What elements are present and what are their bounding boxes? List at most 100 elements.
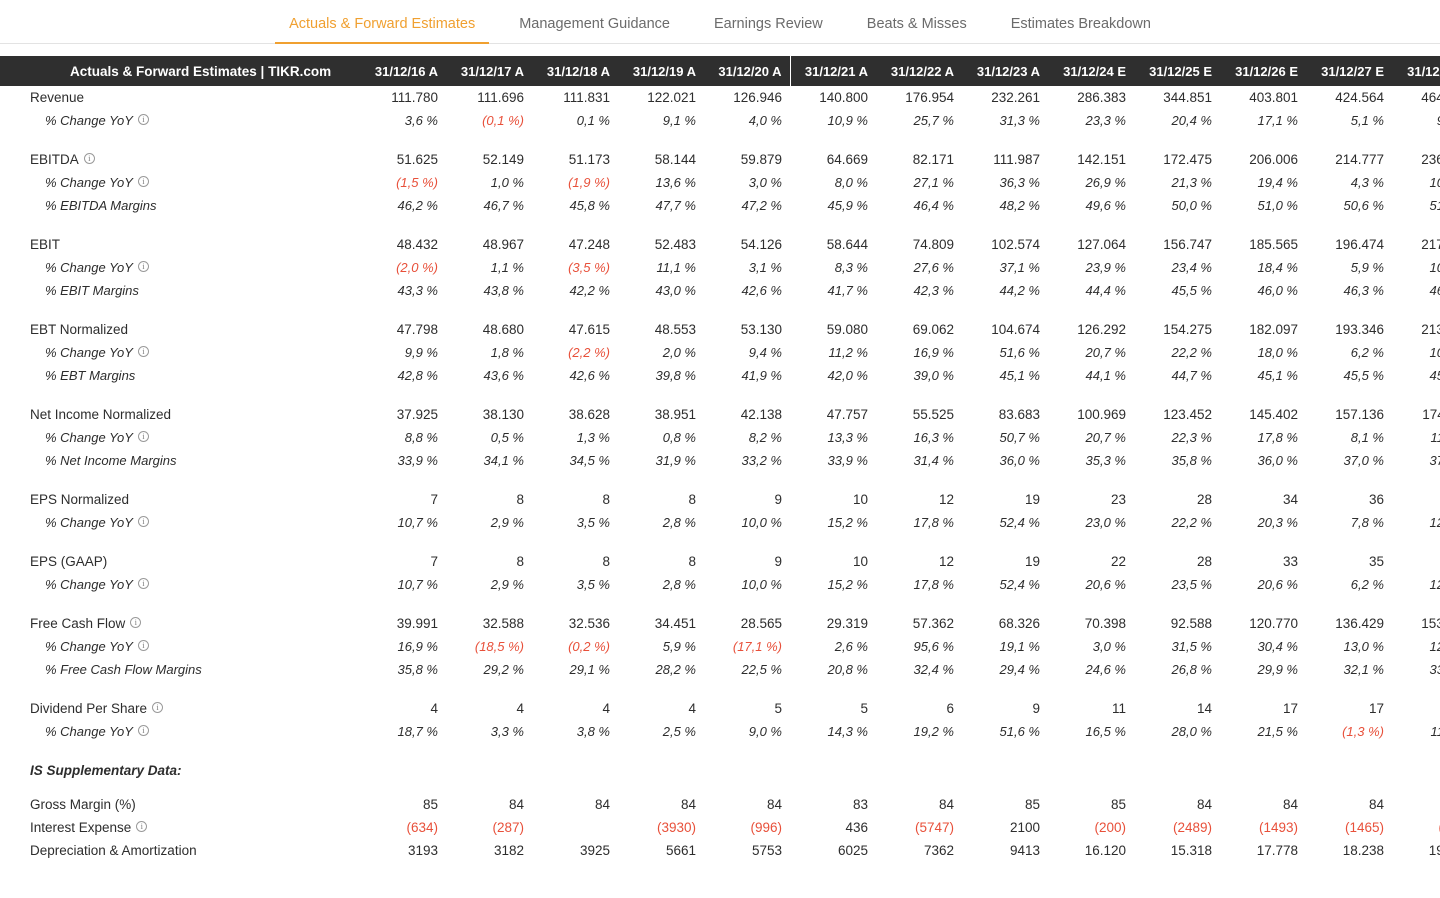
value-cell: 32,1 %: [1343, 662, 1384, 677]
column-header-31-12-27-E[interactable]: 31/12/27 E: [1306, 56, 1392, 86]
tab-actuals-forward-estimates[interactable]: Actuals & Forward Estimates: [267, 16, 497, 44]
row-label[interactable]: % Free Cash Flow Margins: [0, 658, 360, 681]
column-header-31-12-19-A[interactable]: 31/12/19 A: [618, 56, 704, 86]
value-cell: 84: [1282, 797, 1298, 812]
value-cell: 185.565: [1249, 237, 1298, 252]
row-label[interactable]: % Change YoY: [0, 511, 360, 534]
value-cell: 403.801: [1249, 90, 1298, 105]
value-cell: 196.474: [1335, 237, 1384, 252]
value-cell: 18,7 %: [397, 724, 438, 739]
value-cell: 9: [1032, 701, 1040, 716]
value-cell: 36,0 %: [999, 453, 1040, 468]
row-label[interactable]: % Change YoY: [0, 426, 360, 449]
row-label[interactable]: % EBIT Margins: [0, 279, 360, 302]
column-header-31-12-18-A[interactable]: 31/12/18 A: [532, 56, 618, 86]
value-cell: 50,7 %: [999, 430, 1040, 445]
row-label-text: % EBT Margins: [45, 368, 136, 383]
row-label[interactable]: % EBITDA Margins: [0, 194, 360, 217]
info-icon[interactable]: [137, 175, 149, 187]
row-label[interactable]: % Change YoY: [0, 109, 360, 132]
info-icon[interactable]: [136, 820, 148, 832]
value-cell: 42,8 %: [397, 368, 438, 383]
info-icon[interactable]: [137, 724, 149, 736]
value-cell: 17,8 %: [913, 515, 954, 530]
row-label[interactable]: % Change YoY: [0, 573, 360, 596]
value-cell: 50,6 %: [1343, 198, 1384, 213]
info-icon[interactable]: [83, 152, 95, 164]
value-cell: 3,5 %: [576, 577, 610, 592]
row-label[interactable]: Revenue: [0, 86, 360, 109]
column-header-31-12-16-A[interactable]: 31/12/16 A: [360, 56, 446, 86]
row-label[interactable]: Net Income Normalized: [0, 403, 360, 426]
row-label[interactable]: % Change YoY: [0, 720, 360, 743]
value-cell: 23,0 %: [1085, 515, 1126, 530]
row-label[interactable]: EPS (GAAP): [0, 550, 360, 573]
value-cell: 176.954: [905, 90, 954, 105]
column-header-31-12-22-A[interactable]: 31/12/22 A: [876, 56, 962, 86]
info-icon[interactable]: [137, 260, 149, 272]
column-header-31-12-21-A[interactable]: 31/12/21 A: [789, 56, 876, 86]
value-cell: 84: [938, 797, 954, 812]
info-icon[interactable]: [130, 616, 142, 628]
row-label[interactable]: EBIT: [0, 233, 360, 256]
row-label[interactable]: Free Cash Flow: [0, 612, 360, 635]
value-cell: 45,5 %: [1171, 283, 1212, 298]
value-cell: 0,1 %: [576, 113, 610, 128]
tab-estimates-breakdown[interactable]: Estimates Breakdown: [1010, 15, 1151, 32]
row-label[interactable]: Depreciation & Amortization: [0, 839, 360, 862]
value-cell: 2,0 %: [662, 345, 696, 360]
column-header-31-12-23-A[interactable]: 31/12/23 A: [962, 56, 1048, 86]
value-cell: 11: [1111, 701, 1126, 716]
column-header-31-12-20-A[interactable]: 31/12/20 A: [704, 56, 790, 86]
row-label[interactable]: EBITDA: [0, 148, 360, 171]
value-cell: 8,8 %: [404, 430, 438, 445]
info-icon[interactable]: [137, 639, 149, 651]
column-header-31-12-26-E[interactable]: 31/12/26 E: [1220, 56, 1306, 86]
column-header-31-12-17-A[interactable]: 31/12/17 A: [446, 56, 532, 86]
value-cell: 28,2 %: [655, 662, 696, 677]
row-label[interactable]: Dividend Per Share: [0, 697, 360, 720]
info-icon[interactable]: [137, 577, 149, 589]
column-header-31-12-24-E[interactable]: 31/12/24 E: [1048, 56, 1134, 86]
value-cell: 3193: [407, 843, 438, 858]
row-label[interactable]: Interest Expense: [0, 816, 360, 839]
column-header-31-12-25-E[interactable]: 31/12/25 E: [1134, 56, 1220, 86]
row-label[interactable]: % Net Income Margins: [0, 449, 360, 472]
value-cell: 33,2 %: [741, 453, 782, 468]
spacer-cell: [0, 472, 1440, 488]
info-icon[interactable]: [137, 430, 149, 442]
value-cell: 47.798: [396, 322, 438, 337]
row-label[interactable]: EBT Normalized: [0, 318, 360, 341]
tab-management-guidance[interactable]: Management Guidance: [519, 15, 670, 32]
info-icon[interactable]: [137, 345, 149, 357]
row-label[interactable]: EPS Normalized: [0, 488, 360, 511]
info-icon[interactable]: [137, 113, 149, 125]
table-row: % Change YoY (1,5 %) 1,0 % (1,9 %) 13,6 % 3,0…: [0, 171, 1440, 194]
value-cell: 85: [1024, 797, 1040, 812]
value-cell: 28: [1196, 554, 1212, 569]
value-cell: 9: [774, 554, 782, 569]
value-cell: 102.574: [991, 237, 1040, 252]
spacer-cell: [0, 534, 1440, 550]
info-icon[interactable]: [137, 515, 149, 527]
row-label[interactable]: % EBT Margins: [0, 364, 360, 387]
value-cell: (3,5 %): [568, 260, 610, 275]
info-icon[interactable]: [152, 701, 164, 713]
row-label[interactable]: % Change YoY: [0, 256, 360, 279]
column-header-31-12-28-E[interactable]: 31/12/28 E: [1392, 56, 1440, 86]
row-spacer: [0, 302, 1440, 318]
tab-earnings-review[interactable]: Earnings Review: [713, 15, 823, 32]
table-row: Interest Expense (634) (287) (3930) (996) 436…: [0, 816, 1440, 839]
value-cell: 57.362: [912, 616, 954, 631]
row-label[interactable]: % Change YoY: [0, 635, 360, 658]
row-label[interactable]: Gross Margin (%): [0, 793, 360, 816]
value-cell: 11,6 %: [1430, 724, 1440, 739]
row-label-text: % Change YoY: [45, 113, 133, 128]
value-cell: 39.991: [396, 616, 438, 631]
value-cell: 10: [852, 492, 868, 507]
tab-beats-misses[interactable]: Beats & Misses: [866, 15, 967, 32]
row-label[interactable]: % Change YoY: [0, 341, 360, 364]
value-cell: 49,6 %: [1085, 198, 1126, 213]
value-cell: 18.238: [1342, 843, 1384, 858]
row-label[interactable]: % Change YoY: [0, 171, 360, 194]
